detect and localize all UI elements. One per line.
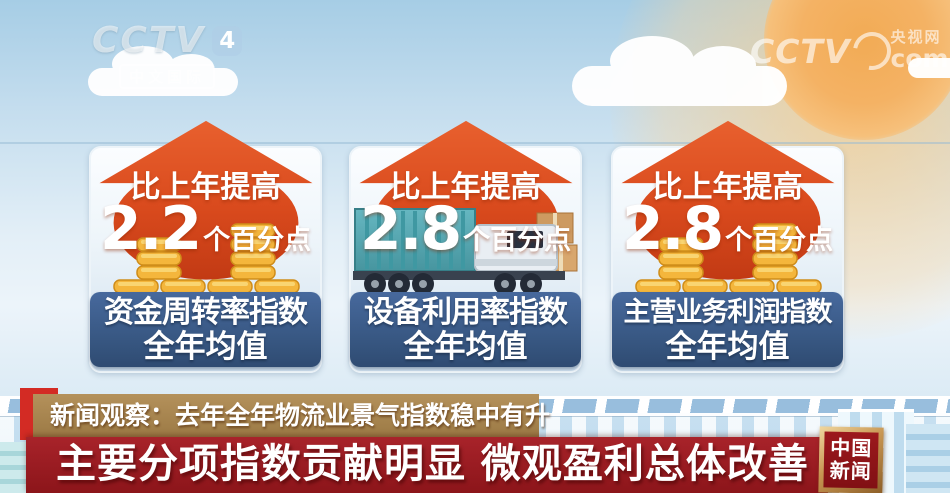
index-scope: 全年均值 <box>143 329 268 365</box>
rise-unit: 个百分点 <box>203 225 312 256</box>
rise-value-row: 2.2 个百分点 <box>91 196 320 262</box>
badge-line2: 新闻 <box>829 458 873 484</box>
channel-number-tile: 4 <box>212 25 243 56</box>
rise-value: 2.2 <box>99 194 202 264</box>
rise-value-row: 2.8 个百分点 <box>351 196 580 262</box>
building-illustration <box>906 424 950 493</box>
index-name: 资金周转率指数 <box>104 295 308 330</box>
rise-value: 2.8 <box>621 194 724 264</box>
channel-name-label: 中文国际 <box>119 64 216 89</box>
cctv-logo-text: CCTV <box>92 20 206 61</box>
stat-card-capital-turnover: 比上年提高 2.2 个百分点 资金周转率指数 全年均值 <box>89 120 322 373</box>
china-news-badge: 中国 新闻 <box>818 426 884 493</box>
index-label: 主营业务利润指数 全年均值 <box>612 292 843 367</box>
rise-unit: 个百分点 <box>725 225 834 256</box>
cctv-com-watermark: CCTV 央视网 com <box>750 24 949 78</box>
index-label: 资金周转率指数 全年均值 <box>90 292 321 367</box>
rise-value: 2.8 <box>359 194 462 264</box>
stat-card-main-business-profit: 比上年提高 2.8 个百分点 主营业务利润指数 全年均值 <box>611 120 844 373</box>
rise-label: 比上年提高 <box>652 170 803 205</box>
cctv-watermark-text: CCTV <box>750 31 851 71</box>
stat-card-equipment-utilization: 比上年提高 2.8 个百分点 设备利用率指数 全年均值 <box>349 120 582 373</box>
rise-label: 比上年提高 <box>390 170 541 205</box>
channel-logo-cctv4: CCTV 4 中文国际 <box>92 20 243 89</box>
index-scope: 全年均值 <box>665 329 790 365</box>
watermark-site-column: 央视网 com <box>890 28 949 73</box>
china-news-badge-inner: 中国 新闻 <box>823 431 879 489</box>
building-illustration <box>0 442 26 493</box>
badge-line1: 中国 <box>830 435 873 461</box>
rise-value-row: 2.8 个百分点 <box>613 196 842 262</box>
index-scope: 全年均值 <box>403 329 528 365</box>
cloud-icon <box>572 36 787 106</box>
rise-label: 比上年提高 <box>130 170 281 205</box>
rise-unit: 个百分点 <box>463 225 572 256</box>
headline-banner: 主要分项指数贡献明显 微观盈利总体改善 <box>26 437 828 493</box>
site-domain-label: com <box>890 43 949 73</box>
index-name: 主营业务利润指数 <box>623 297 833 328</box>
cargo-truck-icon <box>352 208 577 295</box>
index-name: 设备利用率指数 <box>364 295 568 330</box>
kicker-banner: 新闻观察：去年全年物流业景气指数稳中有升 <box>33 394 550 437</box>
index-label: 设备利用率指数 全年均值 <box>350 292 581 367</box>
site-name-label: 央视网 <box>890 28 942 46</box>
channel-logo-row: CCTV 4 <box>92 20 243 61</box>
cloud-icon <box>908 58 950 78</box>
